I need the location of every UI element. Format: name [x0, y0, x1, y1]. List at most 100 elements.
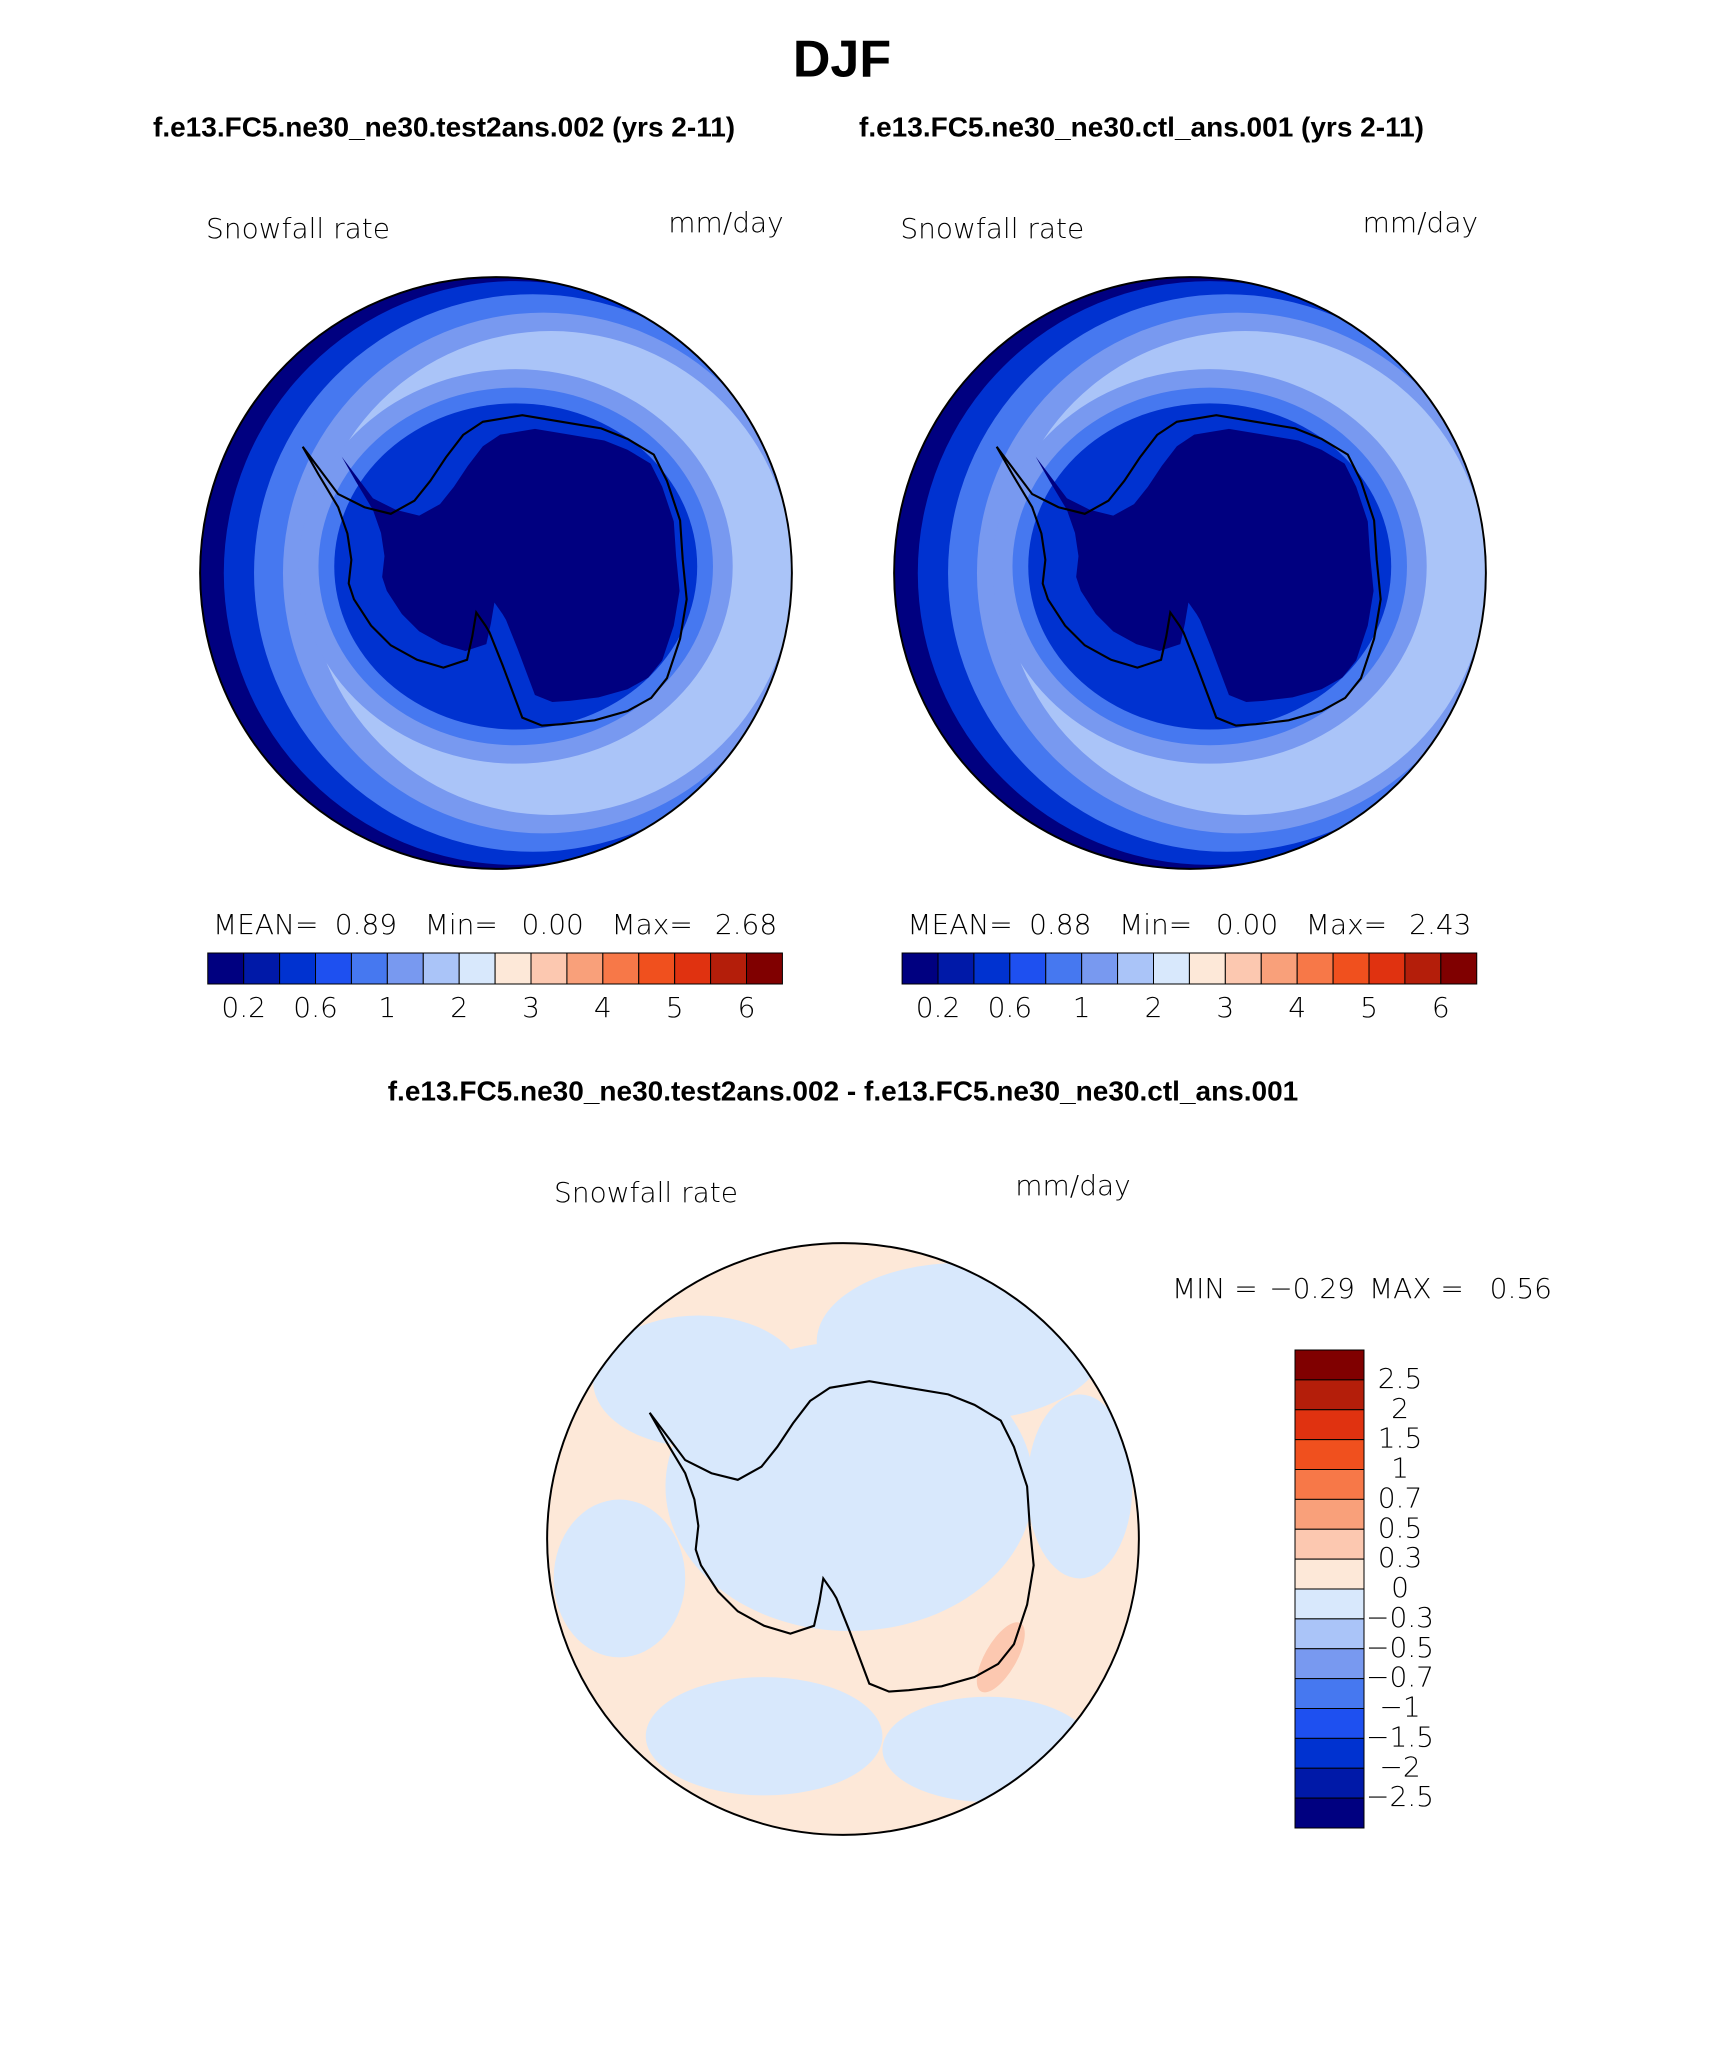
colorbar-label: 5 [1360, 991, 1378, 1024]
colorbar-box [973, 952, 1011, 985]
colorbar-label: 0.7 [1378, 1481, 1423, 1514]
colorbar-box [315, 952, 352, 985]
colorbar-label: −0.7 [1366, 1661, 1434, 1694]
stat-value: 0.89 [335, 908, 397, 941]
colorbar-box [422, 952, 460, 985]
map [200, 277, 811, 869]
units-label: mm/day [1015, 1169, 1131, 1202]
colorbar-box [1294, 1379, 1365, 1411]
colorbar-label: 2 [1145, 991, 1163, 1024]
variable-label: Snowfall rate [206, 212, 390, 245]
colorbar-label: 4 [1288, 991, 1306, 1024]
colorbar-label: 3 [522, 991, 540, 1024]
colorbar-label: 6 [1432, 991, 1450, 1024]
colorbar-label: −0.5 [1366, 1631, 1434, 1664]
colorbar-label: 2.5 [1378, 1362, 1423, 1395]
colorbar-label: 1.5 [1378, 1422, 1423, 1455]
colorbar-box [1294, 1528, 1365, 1560]
colorbar-label: 0.2 [916, 991, 961, 1024]
colorbar-label: 0.5 [1378, 1511, 1423, 1544]
stat-name: MEAN= [213, 908, 318, 941]
colorbar-label: 2 [450, 991, 468, 1024]
colorbar-box [1294, 1349, 1365, 1381]
stat-value: 0.00 [522, 908, 584, 941]
colorbar-label: −2 [1379, 1750, 1420, 1783]
figure-title: DJF [793, 31, 891, 89]
stat-name: MEAN= [907, 908, 1012, 941]
map [547, 1243, 1139, 1835]
subtitle: f.e13.FC5.ne30_ne30.ctl_ans.001 (yrs 2-1… [859, 111, 1424, 142]
colorbar-box [1294, 1767, 1365, 1799]
colorbar-box [350, 952, 388, 985]
difference-title: f.e13.FC5.ne30_ne30.test2ans.002 - f.e13… [388, 1075, 1299, 1106]
colorbar-box [386, 952, 424, 985]
colorbar-label: 1 [1391, 1452, 1409, 1485]
colorbar-label: 0.2 [221, 991, 266, 1024]
colorbar-box [674, 952, 712, 985]
colorbar-box [1045, 952, 1083, 985]
colorbar-box [279, 952, 317, 985]
stat-value: 0.88 [1029, 908, 1091, 941]
colorbar-label: 5 [666, 991, 684, 1024]
colorbar-box [1188, 952, 1226, 985]
units-label: mm/day [668, 206, 784, 239]
variable-label: Snowfall rate [900, 212, 1084, 245]
colorbar-label: 6 [738, 991, 756, 1024]
min-name: MIN = [1172, 1272, 1258, 1305]
colorbar-box [1294, 1678, 1365, 1709]
colorbar-box [1296, 952, 1334, 985]
colorbar-label: −2.5 [1366, 1780, 1434, 1813]
subtitle: f.e13.FC5.ne30_ne30.test2ans.002 (yrs 2-… [153, 111, 735, 142]
colorbar-box [1081, 952, 1119, 985]
colorbar-label: 0.3 [1378, 1541, 1423, 1574]
colorbar-box [1224, 952, 1262, 985]
colorbar-label: −1.5 [1366, 1720, 1434, 1753]
stat-name: Min= [1119, 908, 1192, 941]
colorbar-box [1294, 1588, 1365, 1620]
stat-name: Min= [425, 908, 498, 941]
colorbar-box [901, 952, 939, 985]
stat-name: Max= [1306, 908, 1387, 941]
stat-value: 0.00 [1216, 908, 1278, 941]
colorbar-box [1294, 1498, 1365, 1530]
colorbar-box [1440, 952, 1478, 985]
colorbar-box [1294, 1469, 1365, 1500]
colorbar-box [1294, 1439, 1365, 1470]
stat-value: 2.43 [1409, 908, 1471, 941]
stat-name: Max= [611, 908, 692, 941]
colorbar-box [458, 952, 496, 985]
variable-label: Snowfall rate [554, 1176, 738, 1209]
colorbar-box [1294, 1797, 1365, 1829]
colorbar-box [710, 952, 748, 985]
colorbar-label: 1 [1073, 991, 1091, 1024]
max-name: MAX = [1369, 1272, 1464, 1305]
colorbar-label: 0.6 [988, 991, 1033, 1024]
colorbar-label: 2 [1391, 1392, 1409, 1425]
colorbar-box [1260, 952, 1298, 985]
colorbar-box [1294, 1708, 1365, 1739]
max-value: 0.56 [1490, 1272, 1552, 1305]
colorbar-box [1294, 1648, 1365, 1680]
colorbar-box [1294, 1558, 1365, 1590]
colorbar-box [602, 952, 640, 985]
colorbar-box [1117, 952, 1155, 985]
colorbar-box [638, 952, 676, 985]
units-label: mm/day [1363, 206, 1479, 239]
colorbar-label: −1 [1379, 1691, 1420, 1724]
colorbar-box [1294, 1618, 1365, 1650]
colorbar-label: 0.6 [293, 991, 338, 1024]
colorbar-box [243, 952, 281, 985]
colorbar-box [1294, 1737, 1365, 1769]
map [894, 277, 1505, 869]
colorbar-box [1404, 952, 1442, 985]
colorbar-box [746, 952, 783, 985]
colorbar-box [1332, 952, 1370, 985]
stat-value: 2.68 [715, 908, 777, 941]
colorbar-box [937, 952, 975, 985]
colorbar-label: 0 [1391, 1571, 1409, 1604]
colorbar-box [1368, 952, 1406, 985]
colorbar-label: 3 [1216, 991, 1234, 1024]
colorbar-box [1294, 1409, 1365, 1441]
